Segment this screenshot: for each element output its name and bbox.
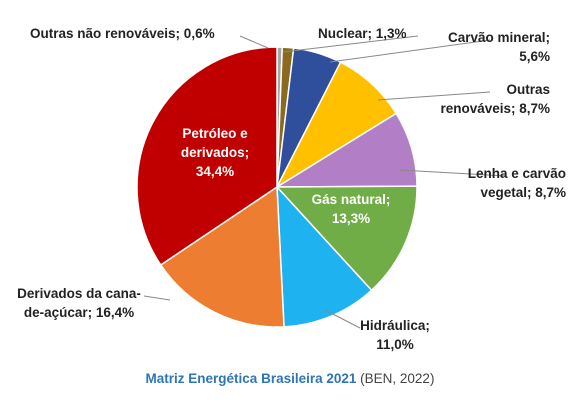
data-label: Carvão mineral; 5,6% (447, 30, 550, 64)
slice (275, 185, 418, 292)
slice (136, 46, 278, 267)
data-label: Outras renováveis; 8,7% (440, 82, 550, 116)
leader-line (377, 91, 491, 101)
chart-title: Matriz Energética Brasileira 2021 (145, 371, 357, 386)
leader-line (329, 39, 491, 63)
source: (BEN, 2022) (360, 371, 435, 386)
slice (276, 184, 373, 328)
data-label: Petróleo e derivados; 34,4% (180, 126, 250, 179)
data-label: Lenha e carvão vegetal; 8,7% (467, 166, 566, 200)
data-label: Nuclear; 1,3% (318, 26, 407, 41)
leader-line (324, 309, 361, 329)
leader-line (282, 35, 419, 53)
slice (159, 185, 285, 328)
leader-line (399, 169, 507, 177)
data-label: Hidráulica; 11,0% (360, 318, 430, 352)
data-label: Derivados da cana-de-açúcar; 16,4% (17, 286, 141, 320)
leader-line (143, 295, 171, 301)
leader-line (239, 35, 269, 49)
data-label: Gás natural; 13,3% (311, 192, 391, 226)
data-label: Outras não renováveis; 0,6% (30, 26, 215, 41)
caption: Matriz Energética Brasileira 2021 (BEN, … (0, 371, 580, 386)
